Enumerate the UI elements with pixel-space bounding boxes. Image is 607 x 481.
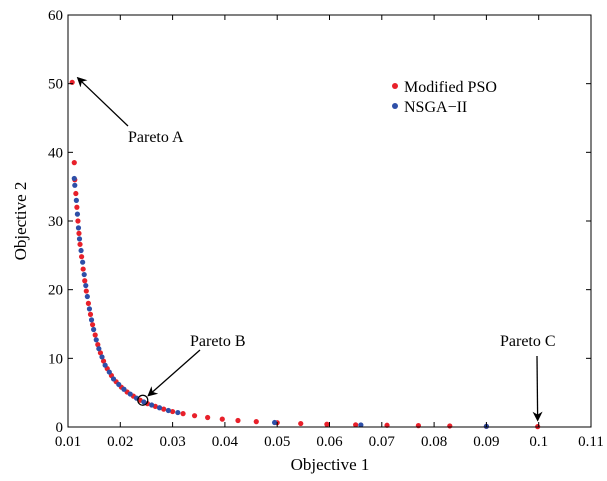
annotation-arrow xyxy=(532,355,543,422)
axis-ticks: 0.01 0.02 0.03 0.04 0.05 0.06 0.07 0.08 0.09 0.1 0… xyxy=(48,8,604,450)
data-point-nsga-ii xyxy=(106,369,112,375)
data-point-nsga-ii xyxy=(81,271,87,278)
legend-marker-nsga-ii xyxy=(392,103,398,109)
data-point-nsga-ii xyxy=(75,225,82,231)
data-point-modified-pso xyxy=(82,278,88,284)
data-point-modified-pso xyxy=(170,408,176,415)
data-point-modified-pso xyxy=(75,218,81,224)
data-point-modified-pso xyxy=(78,254,85,260)
x-tick-label: 0.1 xyxy=(529,434,548,450)
data-point-nsga-ii xyxy=(72,182,78,188)
data-point-modified-pso xyxy=(180,411,186,417)
data-point-modified-pso xyxy=(97,350,104,356)
annotation-label: Pareto A xyxy=(128,129,184,146)
y-tick-label: 0 xyxy=(56,420,64,436)
data-point-modified-pso xyxy=(87,311,94,317)
y-tick-label: 10 xyxy=(48,351,63,367)
legend-marker-modified-pso xyxy=(392,83,398,89)
annotations: Pareto A Pareto B Pareto C xyxy=(76,76,556,422)
y-tick-label: 40 xyxy=(48,145,63,161)
data-point-nsga-ii xyxy=(83,282,89,289)
data-point-nsga-ii xyxy=(76,236,83,242)
annotation-arrow xyxy=(147,349,201,397)
data-point-nsga-ii xyxy=(96,346,102,352)
data-point-nsga-ii xyxy=(99,354,105,360)
pareto-b-highlight xyxy=(137,394,149,406)
x-tick-label: 0.07 xyxy=(369,434,396,450)
data-point-nsga-ii xyxy=(165,407,172,414)
x-tick-label: 0.08 xyxy=(421,434,447,450)
data-point-modified-pso xyxy=(71,160,77,166)
data-point-modified-pso xyxy=(89,322,96,328)
data-point-modified-pso xyxy=(100,358,107,364)
y-tick-label: 50 xyxy=(48,77,63,93)
data-point-modified-pso xyxy=(298,420,304,427)
data-point-modified-pso xyxy=(77,241,83,247)
data-point-nsga-ii xyxy=(71,175,77,182)
data-point-modified-pso xyxy=(92,332,98,338)
data-point-modified-pso xyxy=(161,406,167,412)
y-tick-label: 20 xyxy=(48,283,63,299)
data-point-nsga-ii xyxy=(93,337,99,343)
data-point-nsga-ii xyxy=(78,247,84,254)
data-point-modified-pso xyxy=(191,413,198,419)
x-tick-label: 0.05 xyxy=(264,434,290,450)
data-point-modified-pso xyxy=(73,190,79,197)
data-point-modified-pso xyxy=(205,414,211,421)
data-point-nsga-ii xyxy=(110,376,117,382)
data-point-nsga-ii xyxy=(91,326,97,333)
x-tick-label: 0.11 xyxy=(578,434,604,450)
x-tick-label: 0.02 xyxy=(107,434,133,450)
data-point-nsga-ii xyxy=(127,391,133,397)
data-point-modified-pso xyxy=(253,419,259,425)
x-axis-label: Objective 1 xyxy=(291,455,370,474)
data-point-nsga-ii xyxy=(84,293,90,300)
data-point-modified-pso xyxy=(80,266,86,272)
data-point-modified-pso xyxy=(447,423,453,429)
x-tick-label: 0.06 xyxy=(316,434,343,450)
data-point-modified-pso xyxy=(95,342,101,348)
data-point-modified-pso xyxy=(219,416,225,422)
data-point-nsga-ii xyxy=(175,409,181,416)
data-point-modified-pso xyxy=(324,421,330,427)
y-axis-label: Objective 2 xyxy=(11,182,30,261)
data-point-nsga-ii xyxy=(74,211,81,217)
data-point-modified-pso xyxy=(83,288,89,294)
annotation-arrow xyxy=(76,76,129,127)
y-tick-label: 30 xyxy=(48,214,63,230)
data-point-nsga-ii xyxy=(80,259,86,265)
data-point-modified-pso xyxy=(74,204,80,210)
x-tick-label: 0.03 xyxy=(159,434,185,450)
x-tick-label: 0.04 xyxy=(212,434,239,450)
data-point-nsga-ii xyxy=(88,317,95,323)
data-point-nsga-ii xyxy=(149,402,155,408)
legend-label-modified-pso: Modified PSO xyxy=(404,79,497,96)
data-point-nsga-ii xyxy=(102,362,108,368)
legend: Modified PSO NSGA−II xyxy=(392,79,497,116)
x-tick-label: 0.01 xyxy=(55,434,81,450)
data-point-nsga-ii xyxy=(141,399,147,405)
plot-background xyxy=(68,15,591,427)
annotation-label: Pareto B xyxy=(190,333,246,350)
data-point-nsga-ii xyxy=(271,419,278,426)
data-point-nsga-ii xyxy=(116,381,122,388)
data-point-modified-pso xyxy=(85,300,91,306)
data-point-nsga-ii xyxy=(156,405,163,411)
x-tick-label: 0.09 xyxy=(473,434,499,450)
legend-label-nsga-ii: NSGA−II xyxy=(404,99,467,116)
data-point-nsga-ii xyxy=(86,306,93,312)
annotation-label: Pareto C xyxy=(500,333,556,350)
data-point-modified-pso xyxy=(235,417,241,424)
data-point-nsga-ii xyxy=(358,422,364,428)
data-point-modified-pso xyxy=(353,422,359,428)
data-point-nsga-ii xyxy=(73,197,79,203)
y-tick-label: 60 xyxy=(48,8,63,24)
data-point-modified-pso xyxy=(76,230,82,236)
data-point-nsga-ii xyxy=(121,386,127,392)
